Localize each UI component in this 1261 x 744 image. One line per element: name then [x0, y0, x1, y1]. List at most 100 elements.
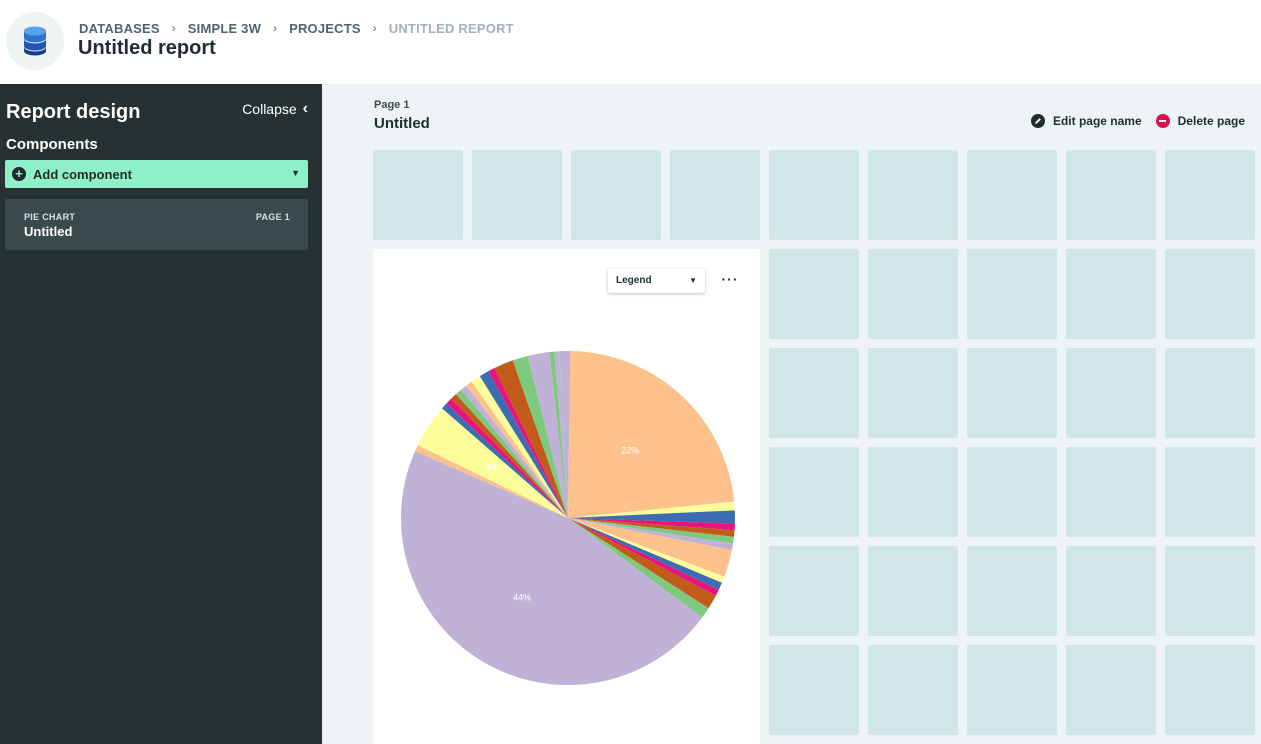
grid-cell[interactable]: [769, 249, 859, 339]
pie-slice-22[interactable]: [466, 381, 568, 518]
pie-slice-20[interactable]: [456, 389, 568, 518]
grid-cell[interactable]: [1165, 150, 1255, 240]
grid-cell[interactable]: [769, 447, 859, 537]
grid-cell[interactable]: [472, 150, 562, 240]
grid-cell[interactable]: [967, 447, 1057, 537]
pie-slice-15[interactable]: [414, 445, 568, 518]
pie-slice-27[interactable]: [512, 355, 568, 518]
grid-cell[interactable]: [769, 546, 859, 636]
pie-slice-2[interactable]: [568, 501, 735, 518]
pie-chart: 22% 44% 4%: [401, 351, 735, 685]
database-icon: [6, 12, 64, 70]
edit-page-name-label: Edit page name: [1052, 114, 1142, 128]
pie-slice-4[interactable]: [568, 518, 735, 531]
grid-cell[interactable]: [373, 150, 463, 240]
chevron-right-icon: ›: [272, 21, 278, 35]
pie-slice-5[interactable]: [568, 518, 735, 537]
grid-cell[interactable]: [868, 447, 958, 537]
components-heading: Components: [6, 136, 98, 153]
grid-cell[interactable]: [1066, 645, 1156, 735]
component-card[interactable]: PIE CHART PAGE 1 Untitled: [5, 199, 308, 250]
chevron-right-icon: ›: [171, 21, 176, 35]
pie-slice-10[interactable]: [568, 518, 722, 590]
plus-circle-icon: +: [12, 167, 26, 181]
grid-cell[interactable]: [1066, 447, 1156, 537]
legend-select[interactable]: Legend ▼: [608, 269, 705, 293]
pie-slice-7[interactable]: [568, 518, 734, 551]
grid-cell[interactable]: [967, 150, 1057, 240]
pencil-icon: [1030, 114, 1045, 128]
chevron-right-icon: ›: [372, 21, 377, 35]
grid-cell[interactable]: [967, 348, 1057, 438]
delete-page-button[interactable]: Delete page: [1155, 114, 1245, 128]
grid-cell[interactable]: [769, 150, 859, 240]
breadcrumb-projects[interactable]: PROJECTS: [289, 20, 361, 36]
grid-cell[interactable]: [1066, 348, 1156, 438]
component-page: PAGE 1: [255, 212, 290, 222]
grid-cell[interactable]: [967, 645, 1057, 735]
grid-cell[interactable]: [1165, 348, 1255, 438]
pie-slice-14[interactable]: [401, 451, 703, 685]
pie-slice-6[interactable]: [568, 518, 734, 544]
grid-cell[interactable]: [1165, 447, 1255, 537]
pie-slice-label: 22%: [621, 445, 639, 455]
pie-slice-9[interactable]: [568, 518, 725, 583]
grid-cell[interactable]: [1165, 645, 1255, 735]
pie-slice-11[interactable]: [568, 518, 719, 596]
pie-slice-29[interactable]: [549, 351, 568, 518]
pie-slice-30[interactable]: [554, 351, 568, 518]
pie-slice-17[interactable]: [442, 403, 568, 518]
component-name: Untitled: [24, 224, 73, 239]
grid-cell[interactable]: [769, 348, 859, 438]
grid-cell[interactable]: [571, 150, 661, 240]
minus-circle-icon: [1155, 114, 1170, 128]
pie-slice-24[interactable]: [479, 371, 568, 518]
page-label: Page 1: [374, 99, 410, 111]
grid-cell[interactable]: [967, 249, 1057, 339]
pie-slice-19[interactable]: [451, 394, 568, 518]
grid-cell[interactable]: [967, 546, 1057, 636]
edit-page-name-button[interactable]: Edit page name: [1030, 114, 1142, 128]
pie-slice-3[interactable]: [568, 510, 735, 524]
caret-down-icon: ▼: [291, 168, 300, 178]
pie-slice-1[interactable]: [568, 351, 735, 518]
grid-cell[interactable]: [868, 645, 958, 735]
grid-cell[interactable]: [1165, 249, 1255, 339]
grid-cell[interactable]: [868, 150, 958, 240]
pie-slice-23[interactable]: [471, 376, 568, 518]
add-component-button[interactable]: + Add component ▼: [5, 160, 308, 188]
collapse-label: Collapse: [242, 101, 297, 117]
grid-cell[interactable]: [868, 348, 958, 438]
more-options-button[interactable]: ···: [721, 271, 739, 287]
report-design-sidebar: Report design Collapse ‹ Components + Ad…: [0, 84, 322, 744]
delete-page-label: Delete page: [1177, 114, 1245, 128]
chevron-left-icon: ‹: [302, 100, 308, 117]
grid-cell[interactable]: [769, 645, 859, 735]
pie-slice-8[interactable]: [568, 518, 732, 577]
pie-slice-label: 4%: [485, 462, 498, 472]
breadcrumb-simple-3w[interactable]: SIMPLE 3W: [187, 20, 262, 36]
grid-cell[interactable]: [1165, 546, 1255, 636]
page-name: Untitled: [374, 115, 430, 132]
pie-slice-26[interactable]: [494, 360, 568, 518]
grid-cell[interactable]: [1066, 150, 1156, 240]
component-type: PIE CHART: [24, 212, 76, 222]
grid-cell[interactable]: [1066, 249, 1156, 339]
pie-slice-0[interactable]: [559, 351, 571, 518]
sidebar-title: Report design: [6, 101, 141, 123]
pie-slice-28[interactable]: [527, 352, 568, 518]
grid-cell[interactable]: [868, 546, 958, 636]
pie-slice-13[interactable]: [568, 518, 709, 618]
pie-slice-12[interactable]: [568, 518, 716, 609]
breadcrumb-databases[interactable]: DATABASES: [79, 20, 160, 36]
pie-slice-18[interactable]: [446, 398, 568, 518]
pie-slice-25[interactable]: [488, 368, 568, 518]
grid-cell[interactable]: [868, 249, 958, 339]
grid-cell[interactable]: [670, 150, 760, 240]
pie-slice-16[interactable]: [417, 408, 568, 518]
pie-slice-label: 44%: [513, 593, 531, 603]
pie-slice-21[interactable]: [461, 385, 568, 518]
pie-chart-component[interactable]: 22% 44% 4% Legend ▼ ···: [373, 249, 760, 744]
collapse-button[interactable]: Collapse ‹: [242, 100, 308, 118]
grid-cell[interactable]: [1066, 546, 1156, 636]
